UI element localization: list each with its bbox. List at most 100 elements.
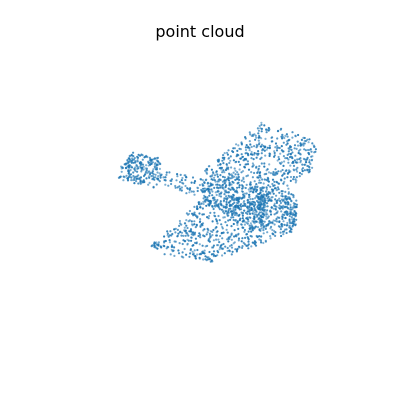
cloud-point <box>224 189 227 192</box>
cloud-point <box>271 221 274 224</box>
cloud-point <box>300 143 303 146</box>
cloud-point <box>232 159 235 162</box>
cloud-point <box>209 182 212 185</box>
cloud-point <box>193 205 196 208</box>
cloud-point <box>156 156 159 159</box>
cloud-point <box>269 213 273 216</box>
cloud-point <box>216 159 219 162</box>
cloud-point <box>256 235 259 239</box>
cloud-point <box>125 174 128 177</box>
cloud-point <box>158 172 161 175</box>
cloud-point <box>273 229 276 233</box>
cloud-point <box>227 191 230 194</box>
cloud-point <box>219 192 222 195</box>
cloud-point <box>241 246 244 249</box>
cloud-point <box>293 169 296 172</box>
cloud-point <box>259 191 262 194</box>
cloud-point <box>139 180 142 184</box>
cloud-point <box>260 227 263 230</box>
cloud-point <box>283 201 286 204</box>
cloud-point <box>255 156 258 159</box>
cloud-point <box>292 194 295 197</box>
cloud-point <box>162 244 165 247</box>
cloud-point <box>202 202 205 206</box>
cloud-point <box>267 199 270 202</box>
cloud-point <box>264 145 267 148</box>
cloud-point <box>264 154 267 157</box>
cloud-point <box>279 201 282 205</box>
cloud-point <box>247 220 250 223</box>
cloud-point <box>281 230 285 233</box>
cloud-point <box>243 243 246 246</box>
cloud-point <box>232 242 235 245</box>
cloud-point <box>155 166 158 169</box>
cloud-point <box>248 131 251 134</box>
cloud-point <box>164 176 167 179</box>
cloud-point <box>298 171 301 175</box>
cloud-point <box>191 244 194 247</box>
cloud-point <box>191 253 195 256</box>
cloud-point <box>255 136 258 139</box>
cloud-point <box>216 183 219 186</box>
cloud-point <box>263 178 266 181</box>
cloud-point <box>259 145 262 148</box>
cloud-point <box>214 215 217 218</box>
cloud-point <box>221 171 224 174</box>
cloud-point <box>260 137 263 140</box>
cloud-point <box>210 246 214 249</box>
cloud-point <box>250 206 253 209</box>
cloud-point <box>274 205 277 208</box>
cloud-point <box>206 169 209 172</box>
cloud-point <box>215 238 218 241</box>
cloud-point <box>217 251 220 254</box>
cloud-point <box>300 173 303 176</box>
cloud-point <box>277 155 280 159</box>
cloud-point <box>276 137 279 140</box>
cloud-point <box>212 199 215 202</box>
cloud-point <box>273 202 276 205</box>
cloud-point <box>186 226 189 230</box>
cloud-point <box>308 166 311 169</box>
cloud-point <box>246 160 249 163</box>
cloud-point <box>216 190 219 193</box>
cloud-point <box>280 223 283 226</box>
cloud-point <box>219 178 222 182</box>
cloud-point <box>253 216 256 219</box>
cloud-point <box>269 227 272 230</box>
cloud-point <box>309 148 312 151</box>
cloud-point <box>247 154 250 157</box>
cloud-point <box>257 201 260 204</box>
cloud-point <box>193 233 196 236</box>
cloud-point <box>217 214 220 218</box>
cloud-point <box>193 193 196 196</box>
cloud-point <box>289 206 292 209</box>
cloud-point <box>181 251 184 254</box>
cloud-point <box>155 164 159 167</box>
cloud-point <box>237 154 240 157</box>
cloud-point <box>273 184 276 187</box>
cloud-point <box>197 234 200 238</box>
cloud-point <box>154 161 157 165</box>
cloud-point <box>158 161 161 164</box>
cloud-point <box>224 168 228 172</box>
cloud-point <box>260 127 263 130</box>
cloud-point <box>173 254 176 257</box>
cloud-point <box>189 230 192 233</box>
cloud-point <box>227 219 230 222</box>
cloud-point <box>253 145 256 148</box>
cloud-point <box>220 208 223 211</box>
cloud-point <box>227 194 230 197</box>
cloud-point <box>262 205 265 208</box>
cloud-point <box>159 176 162 179</box>
cloud-point <box>266 192 269 195</box>
cloud-point <box>154 173 157 176</box>
cloud-point <box>284 190 287 193</box>
cloud-point <box>271 228 274 232</box>
cloud-point <box>251 241 254 244</box>
cloud-point <box>240 205 243 208</box>
cloud-point <box>191 176 195 179</box>
cloud-point <box>266 209 269 212</box>
cloud-point <box>209 202 212 205</box>
cloud-point <box>275 200 278 203</box>
cloud-point <box>259 223 263 226</box>
